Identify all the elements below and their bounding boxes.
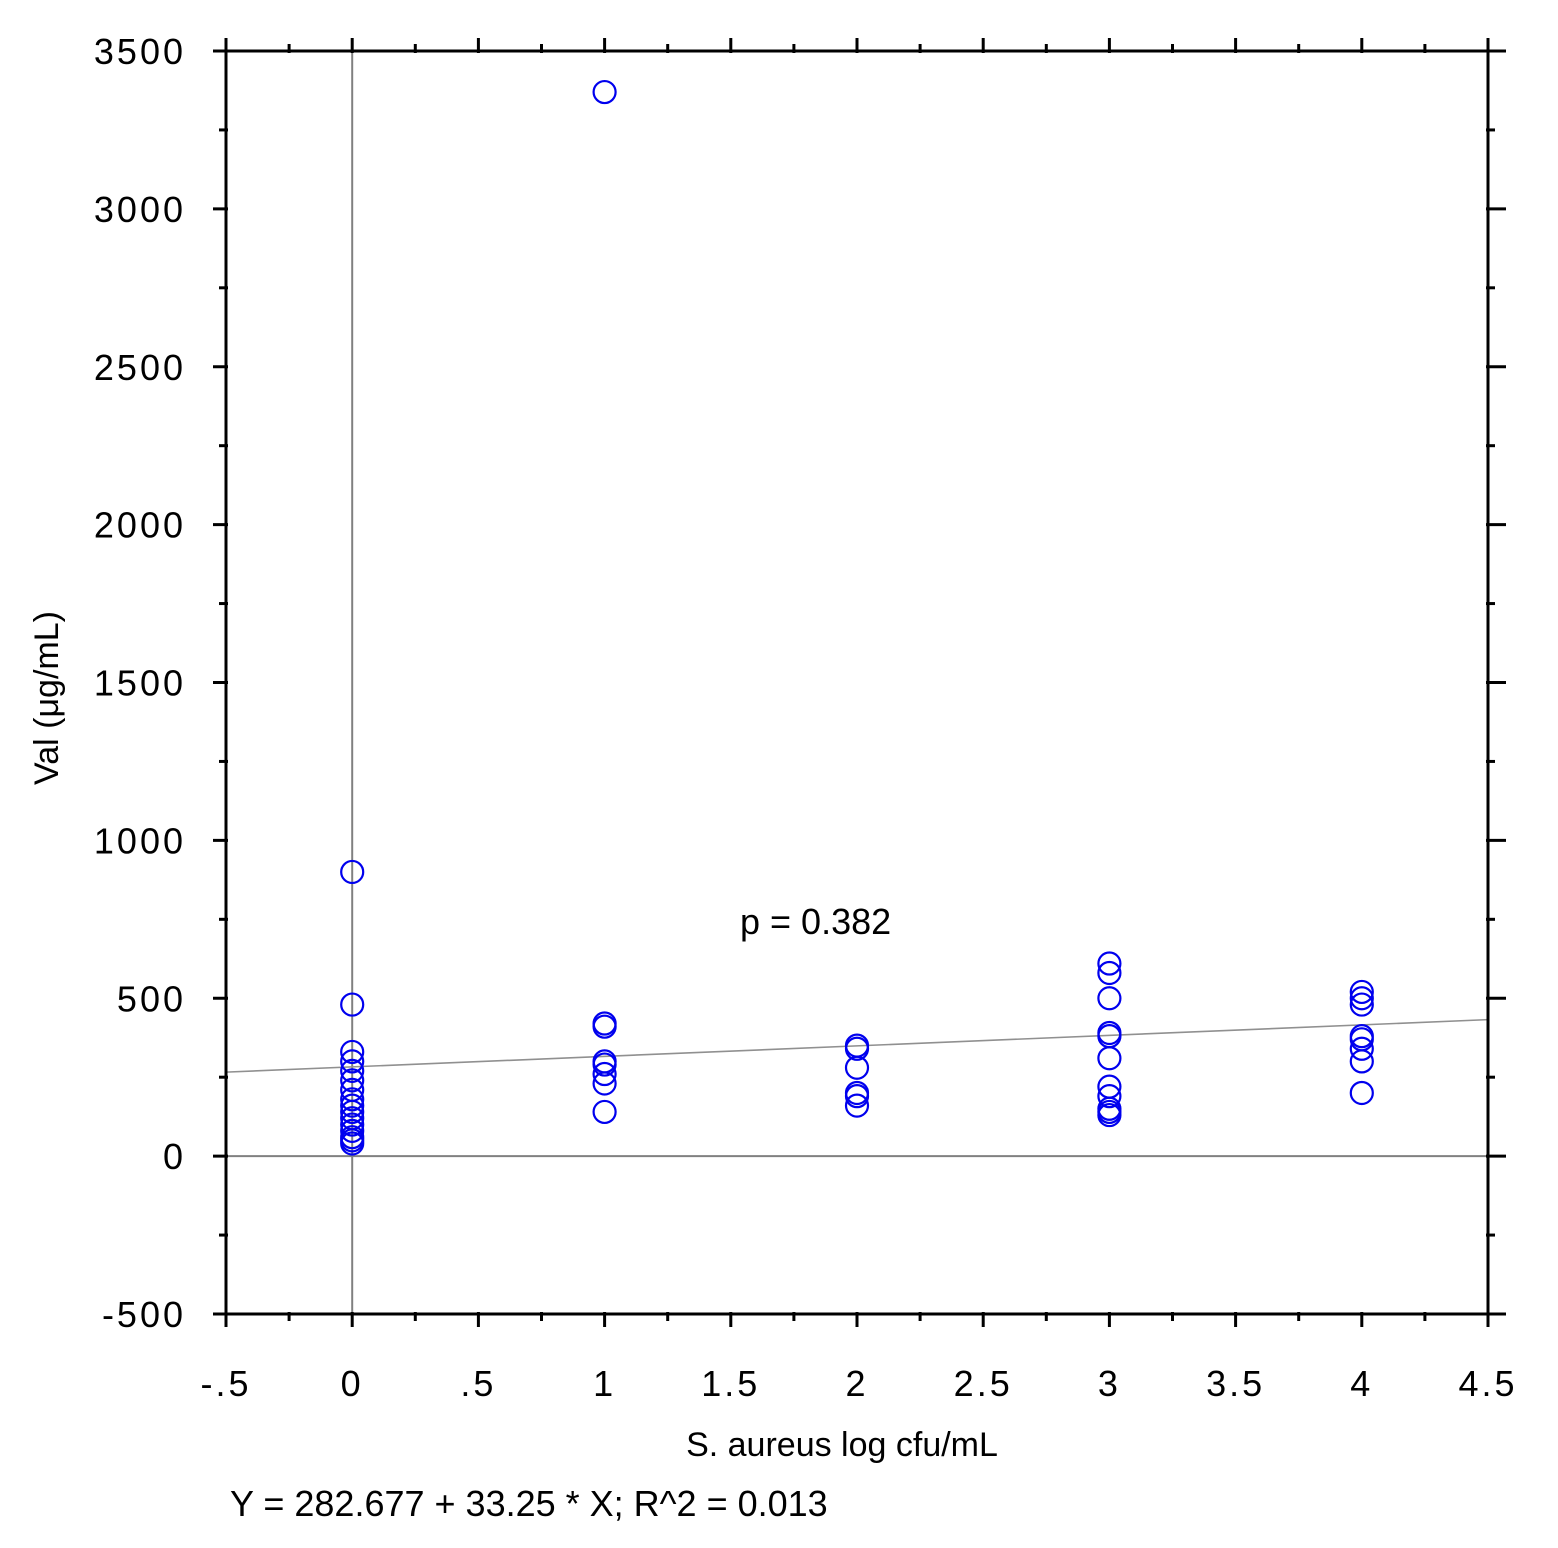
y-tick-label: 500 (117, 978, 186, 1019)
x-tick-label: 3.5 (1206, 1363, 1265, 1404)
data-point (1349, 979, 1374, 1005)
data-point (1349, 1080, 1374, 1106)
data-point (1097, 960, 1122, 986)
data-point (1349, 986, 1374, 1011)
data-point (592, 1099, 617, 1125)
data-point (1097, 1102, 1122, 1128)
data-point (340, 1049, 365, 1074)
data-point (844, 1084, 870, 1109)
y-tick-label: 3000 (94, 189, 186, 230)
y-tick-labels: -500 0 500 1000 1500 2000 2500 3000 3500 (94, 31, 186, 1335)
data-point (1097, 1084, 1122, 1109)
axis-ticks (213, 38, 1506, 1327)
data-point (1349, 992, 1374, 1017)
p-value-annotation: p = 0.382 (740, 901, 891, 942)
x-tick-label: 2.5 (954, 1363, 1013, 1404)
data-point (340, 859, 365, 885)
x-tick-label: 1.5 (701, 1363, 760, 1404)
x-tick-label: .5 (460, 1363, 496, 1404)
data-point (592, 79, 617, 105)
data-point (340, 1112, 365, 1137)
data-point (340, 1039, 365, 1065)
x-tick-label: 3 (1098, 1363, 1121, 1404)
data-point (340, 992, 365, 1017)
data-points (340, 79, 1374, 1156)
x-tick-label: 4 (1350, 1363, 1373, 1404)
y-tick-label: 0 (163, 1136, 186, 1177)
x-tick-label: -.5 (200, 1363, 251, 1404)
data-point (1097, 951, 1122, 976)
data-point (1097, 1074, 1122, 1099)
data-point (340, 1131, 365, 1156)
data-point (592, 1014, 617, 1039)
data-point (844, 1055, 870, 1080)
data-point (340, 1087, 365, 1112)
y-tick-label: 2500 (94, 347, 186, 388)
reference-lines (226, 51, 1488, 1314)
data-point (1349, 1036, 1374, 1061)
y-tick-label: 1500 (94, 663, 186, 704)
y-tick-label: 2000 (94, 505, 186, 546)
regression-line (225, 1018, 1489, 1073)
data-point (340, 1118, 365, 1143)
y-tick-label: 3500 (94, 31, 186, 72)
x-tick-label: 1 (593, 1363, 616, 1404)
x-tick-label: 4.5 (1458, 1363, 1517, 1404)
data-point (592, 1071, 617, 1096)
x-axis-label: S. aureus log cfu/mL (686, 1426, 998, 1464)
y-axis-label: Val (μg/mL) (28, 611, 66, 785)
data-point (592, 1061, 617, 1087)
regression-equation: Y = 282.677 + 33.25 * X; R^2 = 0.013 (230, 1483, 828, 1524)
data-point (592, 1052, 617, 1077)
data-point (1349, 1049, 1374, 1074)
x-tick-label: 2 (845, 1363, 868, 1404)
data-point (340, 1058, 365, 1083)
plot-frame (224, 49, 1490, 1316)
data-point (340, 1099, 365, 1125)
x-tick-label: 0 (341, 1363, 364, 1404)
data-point (844, 1036, 870, 1061)
regression-line-group (225, 1018, 1489, 1073)
data-point (340, 1093, 365, 1118)
data-point (1097, 1046, 1122, 1071)
x-tick-labels: -.5 0 .5 1 1.5 2 2.5 3 3.5 4 4.5 (200, 1363, 1517, 1404)
y-tick-label: 1000 (94, 820, 186, 861)
data-point (340, 1068, 365, 1093)
data-point (1097, 986, 1122, 1011)
y-tick-label: -500 (102, 1294, 186, 1335)
data-point (844, 1093, 870, 1118)
